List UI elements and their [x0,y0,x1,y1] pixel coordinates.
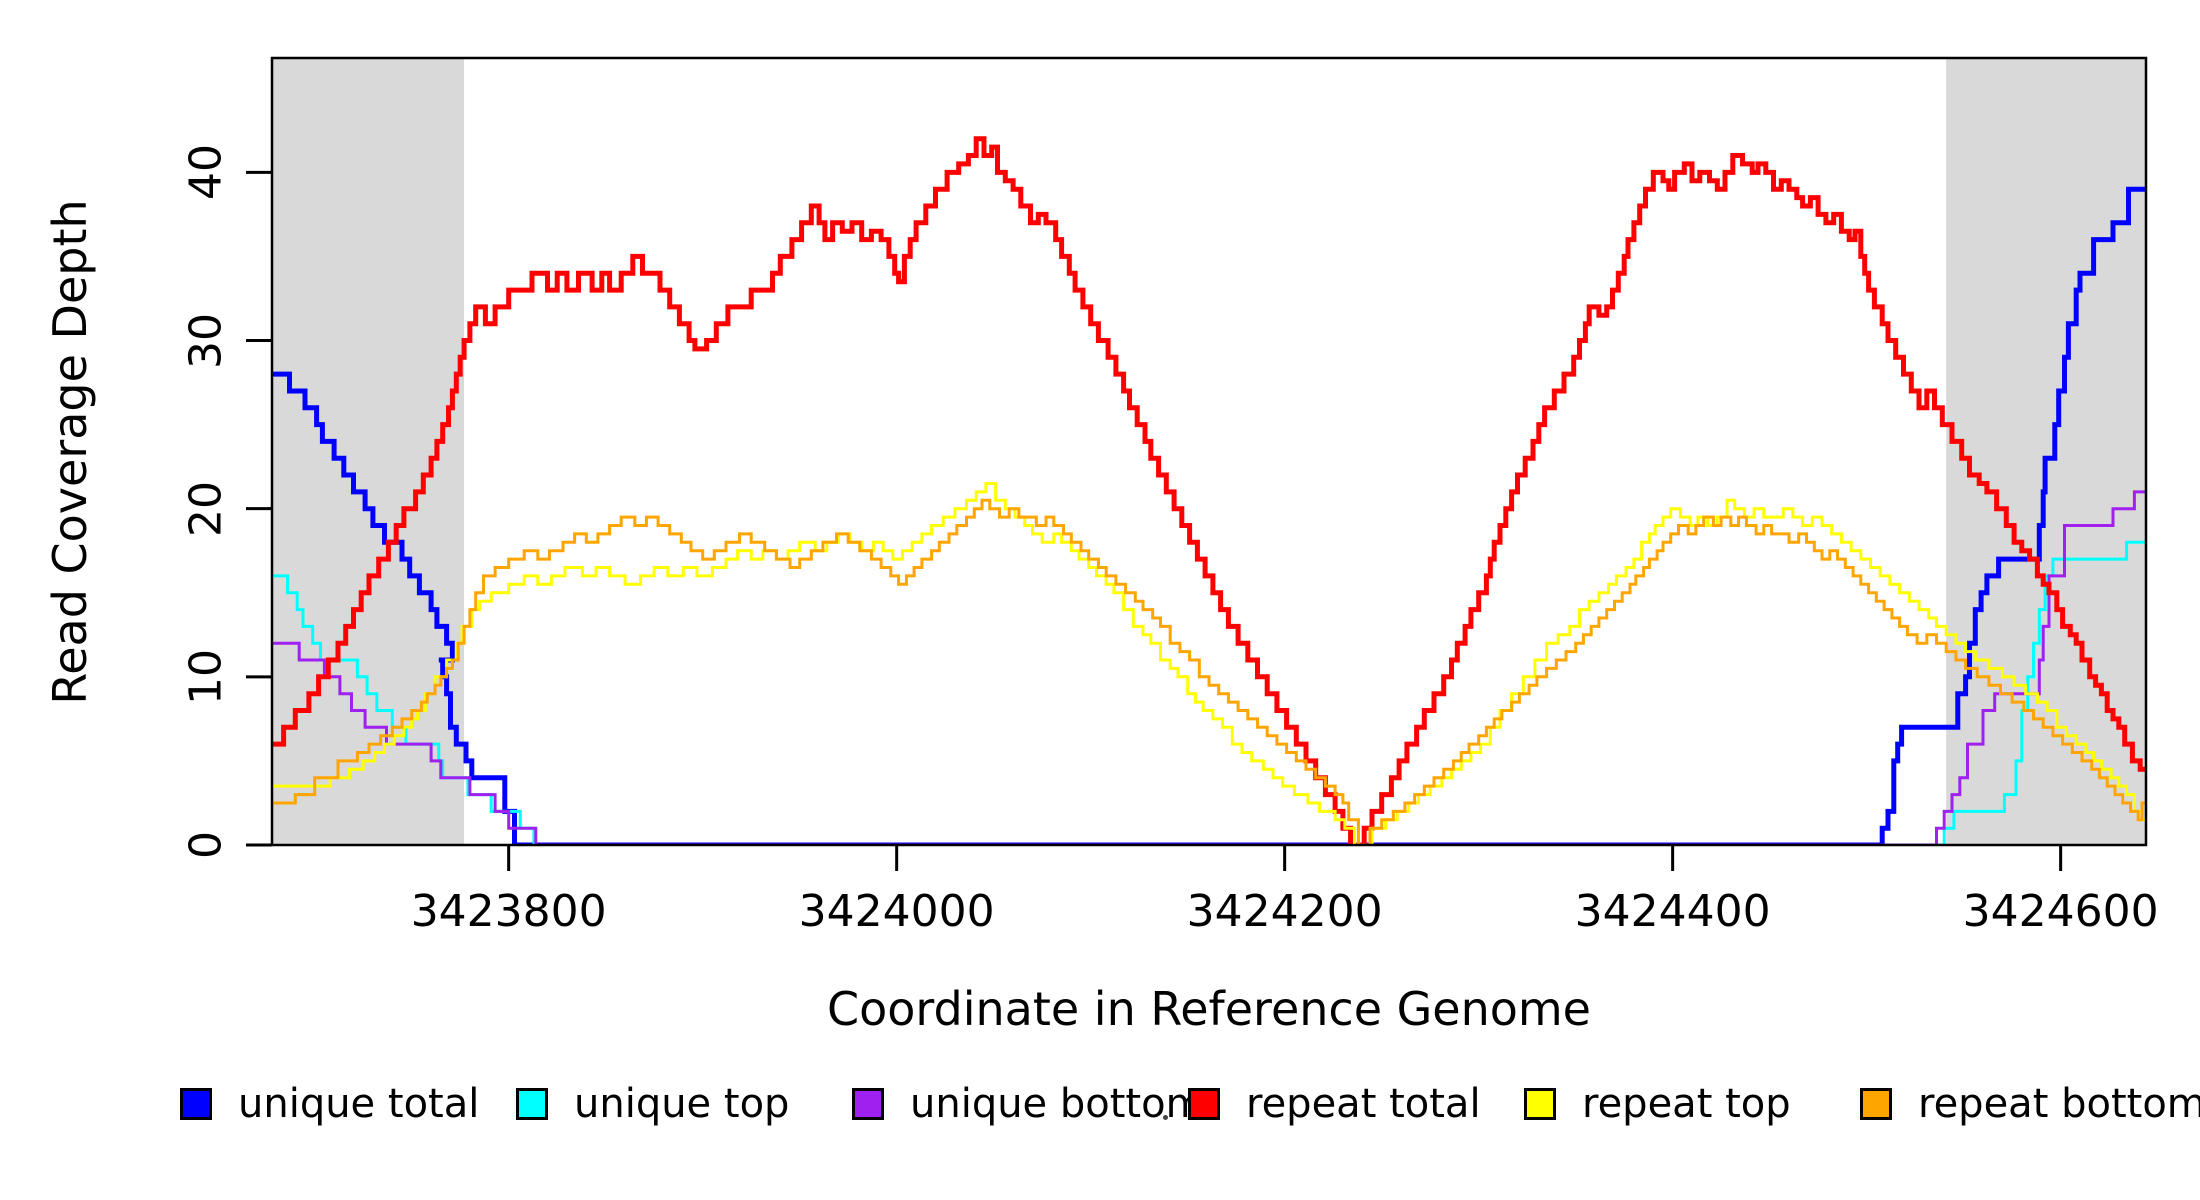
legend-swatch [1188,1088,1220,1120]
x-tick-label: 3423800 [410,886,607,937]
legend-swatch [1524,1088,1556,1120]
legend-label: unique bottom [910,1081,1205,1127]
y-axis-title: Read Coverage Depth [43,199,97,705]
series-repeat_bottom-line [272,498,2146,845]
legend-item-repeat-total: repeat total [1188,1080,1481,1128]
plot-box [270,56,2148,847]
legend-item-unique-bottom: unique bottom [852,1080,1205,1128]
legend-item-repeat-top: repeat top [1524,1080,1791,1128]
legend-swatch [852,1088,884,1120]
series-unique_bottom-line [272,490,2146,845]
legend-swatch [180,1088,212,1120]
series-repeat_top-line [272,482,2146,845]
x-axis-title: Coordinate in Reference Genome [827,982,1591,1036]
legend-item-unique-total: unique total [180,1080,479,1128]
y-tick-label: 10 [180,648,232,705]
series-repeat_total-line [272,136,2146,845]
legend-item-unique-top: unique top [516,1080,789,1128]
left-trim-band [272,58,465,845]
stray-dot-artifact [1163,1115,1168,1120]
y-tick-label: 20 [180,480,232,537]
legend-label: repeat top [1582,1081,1791,1127]
plot-legend: unique total unique top unique bottom repea… [0,1080,2200,1140]
legend-swatch [516,1088,548,1120]
legend-swatch [1860,1088,1892,1120]
series-unique_total-line [272,186,2146,845]
legend-label: unique top [574,1081,790,1127]
y-tick-label: 40 [180,144,232,201]
x-tick-label: 3424400 [1574,886,1771,937]
legend-label: unique total [238,1081,480,1127]
legend-item-repeat-bottom: repeat bottom [1860,1080,2200,1128]
y-tick-label: 30 [180,312,232,369]
y-tick-label: 0 [180,831,232,859]
series-unique_top-line [272,540,2146,845]
legend-label: repeat total [1246,1081,1481,1127]
x-tick-label: 3424600 [1962,886,2159,937]
legend-label: repeat bottom [1918,1081,2200,1127]
x-tick-label: 3424200 [1186,886,1383,937]
x-tick-label: 3424000 [798,886,995,937]
